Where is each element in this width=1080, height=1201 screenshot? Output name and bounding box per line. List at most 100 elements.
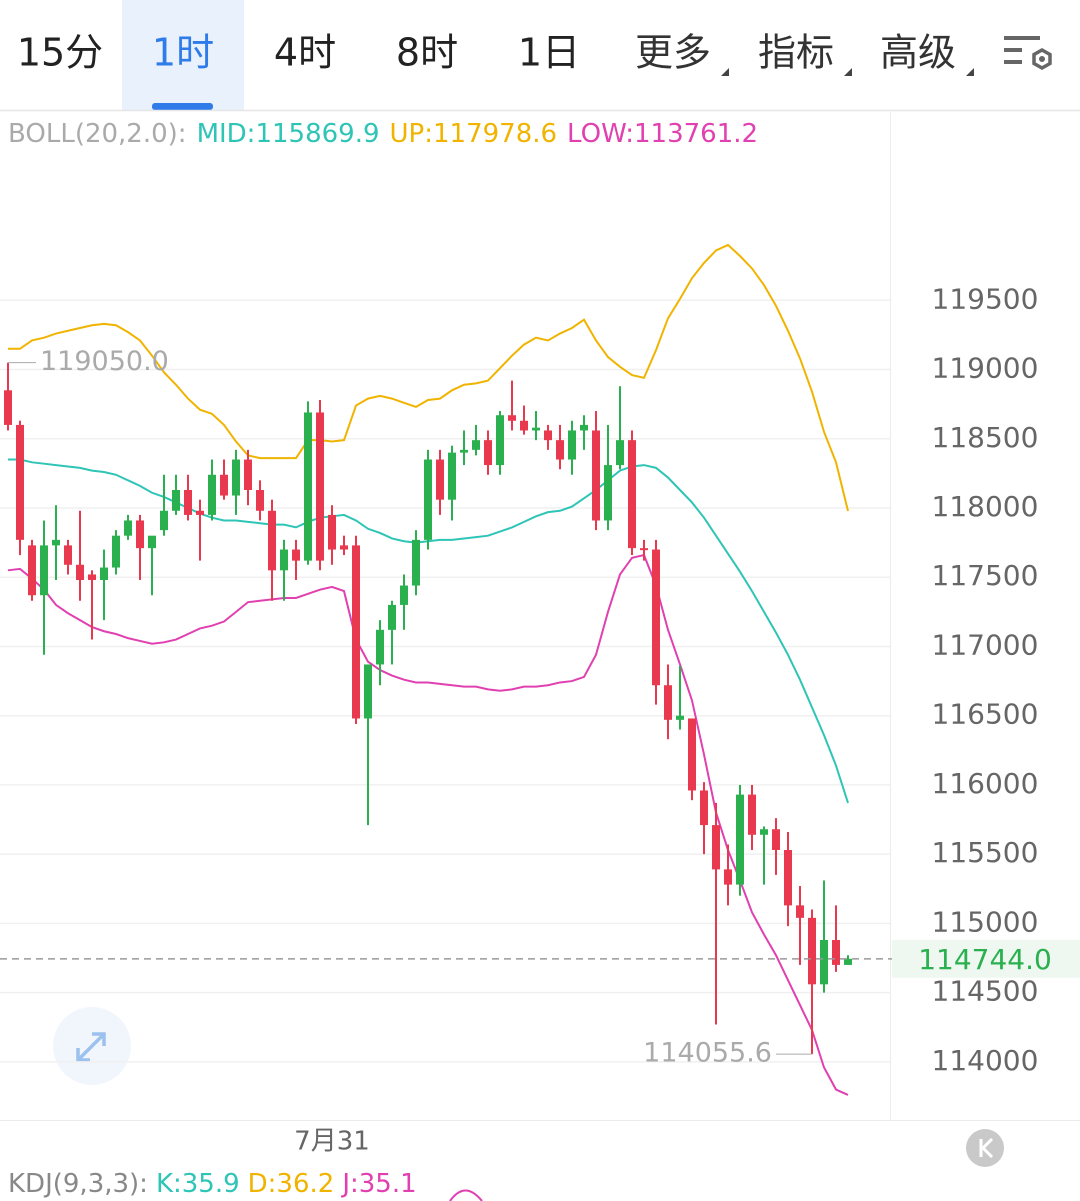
boll-line [8, 243, 849, 512]
candle-body [808, 917, 816, 985]
menu-button[interactable]: 更多 [635, 31, 711, 75]
candle-body [220, 474, 228, 496]
candle-body [184, 490, 192, 515]
candle-body [196, 510, 204, 515]
settings-icon[interactable] [1004, 36, 1052, 71]
y-tick-label: 115500 [932, 836, 1039, 869]
candle-body [460, 449, 468, 453]
candle-body [292, 549, 300, 561]
candle-body [556, 440, 564, 460]
candle-body [436, 459, 444, 500]
candle-body [508, 415, 516, 421]
candle-body [784, 850, 792, 906]
candle-body [208, 474, 216, 515]
candle-body [580, 424, 588, 431]
candle-body [160, 510, 168, 531]
candle-body [112, 535, 120, 568]
timeframe-tab[interactable]: 1时 [152, 31, 214, 75]
indicator-value: MID:115869.9 [197, 119, 380, 149]
y-tick-label: 119500 [932, 282, 1039, 315]
candle-body [844, 958, 852, 965]
menu-button[interactable]: 指标 [758, 31, 834, 75]
candle-body [820, 940, 828, 985]
candle-body [796, 905, 804, 918]
candle-body [760, 829, 768, 835]
dropdown-arrow [721, 68, 729, 76]
candle-body [316, 412, 324, 561]
candle-body [4, 390, 12, 425]
dropdown-arrow [844, 68, 852, 76]
candle-body [280, 549, 288, 571]
candle-body [772, 829, 780, 850]
indicator-value: UP:117978.6 [390, 119, 558, 149]
kdj-header: KDJ(9,3,3): K:35.9 D:36.2 J:35.1 [8, 1169, 417, 1199]
candle-body [376, 629, 384, 665]
y-tick-label: 116500 [932, 698, 1039, 731]
candle-body [328, 514, 336, 550]
expand-button[interactable] [53, 1007, 131, 1085]
last-price-label: 114744.0 [918, 943, 1052, 976]
candle-body [520, 420, 528, 431]
indicator-value: LOW:113761.2 [567, 119, 758, 149]
candle-body [352, 545, 360, 719]
candle-body [604, 465, 612, 521]
candle-body [652, 549, 660, 686]
menu-button[interactable]: 高级 [880, 31, 956, 75]
y-tick-label: 114000 [932, 1044, 1039, 1077]
candle-body [688, 718, 696, 791]
kdj-value: D:36.2 [248, 1169, 335, 1199]
candle-body [616, 440, 624, 466]
y-tick-label: 117000 [932, 628, 1039, 661]
candle-body [52, 539, 60, 546]
candle-body [484, 440, 492, 466]
candle-body [424, 459, 432, 540]
kdj-name: KDJ(9,3,3): [8, 1169, 148, 1199]
candle-body [472, 440, 480, 450]
kdj-value: K:35.9 [156, 1169, 240, 1199]
low-label: 114055.6 [643, 1038, 772, 1069]
timeframe-tab[interactable]: 15分 [17, 31, 103, 75]
x-tick-label: 7月31 [294, 1127, 370, 1157]
timeframe-tab[interactable]: 1日 [518, 31, 580, 75]
candle-body [496, 415, 504, 466]
candle-body [412, 539, 420, 586]
candle-body [256, 490, 264, 511]
y-tick-label: 116000 [932, 767, 1039, 800]
candle-body [304, 412, 312, 561]
candle-body [736, 794, 744, 885]
high-label: 119050.0 [40, 346, 169, 377]
timeframe-tab[interactable]: 4时 [274, 31, 336, 75]
y-tick-label: 115000 [932, 905, 1039, 938]
candle-body [544, 430, 552, 441]
dropdown-arrow [966, 68, 974, 76]
candle-body [364, 664, 372, 719]
candle-body [64, 545, 72, 565]
y-tick-label: 118500 [932, 421, 1039, 454]
candle-body [232, 459, 240, 496]
candle-body [568, 430, 576, 460]
candle-body [148, 535, 156, 549]
candle-body [40, 545, 48, 596]
candle-body [628, 440, 636, 549]
indicator-header: BOLL(20,2.0): MID:115869.9 UP:117978.6 LOW:… [8, 119, 758, 149]
candle-body [664, 685, 672, 720]
kdj-value: J:35.1 [340, 1169, 416, 1199]
candle-body [244, 459, 252, 490]
candle-body [76, 564, 84, 580]
indicator-name: BOLL(20,2.0): [8, 119, 187, 149]
kdj-curve-fragment [449, 1189, 483, 1201]
candle-body [712, 825, 720, 870]
candle-body [532, 427, 540, 431]
y-tick-label: 119000 [932, 352, 1039, 385]
candle-body [124, 520, 132, 536]
candle-body [748, 794, 756, 835]
candle-body [16, 424, 24, 540]
candle-body [832, 940, 840, 965]
candle-body [172, 490, 180, 511]
scroll-latest-button[interactable] [966, 1129, 1004, 1167]
y-tick-label: 114500 [932, 975, 1039, 1008]
y-tick-label: 117500 [932, 559, 1039, 592]
timeframe-tab[interactable]: 8时 [396, 31, 458, 75]
